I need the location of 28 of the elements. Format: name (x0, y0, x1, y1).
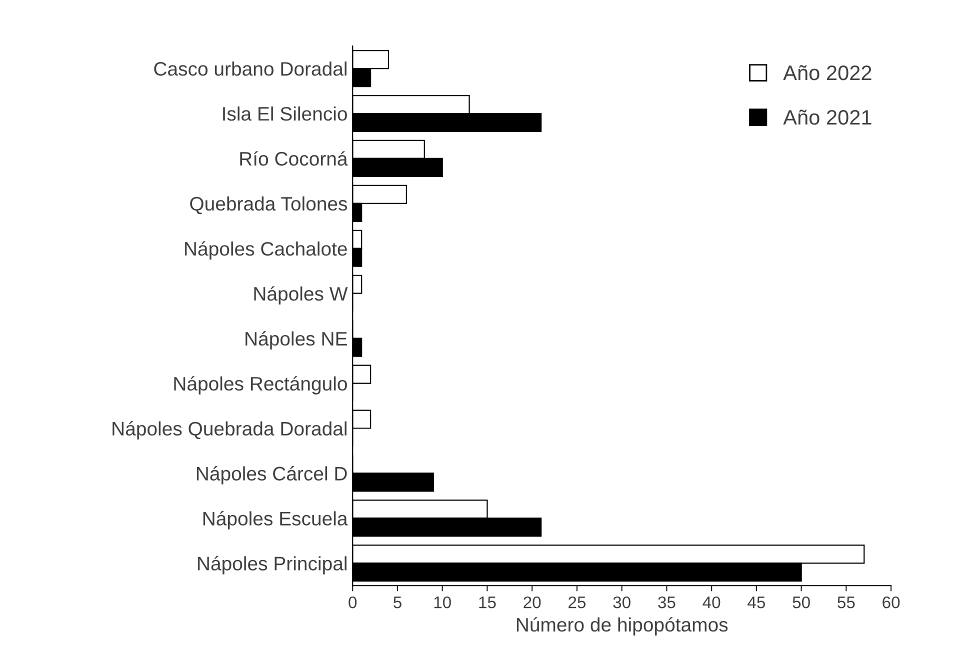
y-tick-label: Isla El Silencio (223, 106, 347, 121)
y-tick-label: Quebrada Tolones (190, 196, 348, 214)
legend-label: Año 2021 (783, 110, 872, 125)
y-tick-label: Nápoles Rectángulo (174, 376, 347, 394)
x-tick-label: 40 (702, 596, 720, 608)
x-tick-label: 20 (524, 596, 541, 608)
x-tick-label: 60 (882, 596, 900, 608)
y-tick-label: Nápoles NE (246, 331, 347, 350)
y-tick-label: Nápoles Cachalote (185, 241, 347, 260)
x-tick-label: 55 (838, 596, 855, 608)
x-tick-label: 0 (348, 596, 357, 608)
y-tick-label: Casco urbano Doradal (154, 61, 346, 76)
y-tick-label: Río Cocorná (240, 151, 348, 166)
x-tick-label: 50 (792, 596, 810, 608)
y-tick-label: Nápoles Principal (198, 556, 346, 574)
y-tick-label: Nápoles W (254, 286, 348, 305)
x-tick-label: 15 (479, 596, 496, 608)
y-tick-label: Nápoles Quebrada Doradal (112, 421, 346, 440)
y-tick-label: Nápoles Escuela (203, 511, 348, 530)
x-tick-label: 10 (434, 596, 451, 608)
x-axis-title: Número de hipopótamos (516, 617, 728, 636)
y-tick-label: Nápoles Cárcel D (196, 466, 347, 484)
x-tick-label: 30 (613, 596, 630, 608)
x-tick-label: 45 (748, 596, 766, 608)
x-tick-label: 5 (394, 596, 402, 608)
legend-label: Año 2022 (783, 65, 872, 80)
x-tick-label: 35 (658, 596, 676, 608)
x-tick-label: 25 (568, 596, 586, 608)
